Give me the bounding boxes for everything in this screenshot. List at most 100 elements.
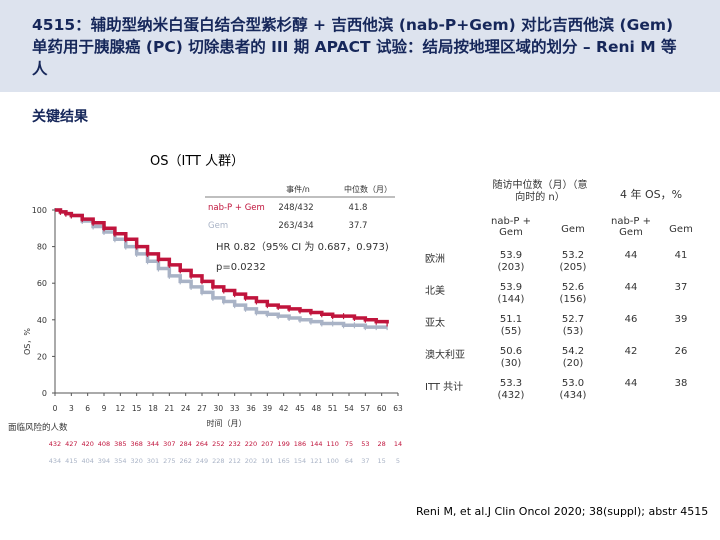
y-tick-label: 20 xyxy=(37,352,47,361)
os-nab: 44 xyxy=(624,378,638,389)
x-tick-label: 63 xyxy=(393,404,403,413)
x-tick-label: 33 xyxy=(230,404,240,413)
y-tick-label: 100 xyxy=(32,206,47,215)
y-axis-title: OS，% xyxy=(23,328,32,355)
legend-header-median: 中位数（月） xyxy=(344,184,392,194)
risk-count: 307 xyxy=(163,440,175,448)
risk-count: 320 xyxy=(130,457,142,465)
x-tick-label: 18 xyxy=(148,404,158,413)
risk-count: 75 xyxy=(345,440,353,448)
x-tick-label: 9 xyxy=(102,404,107,413)
y-tick-label: 60 xyxy=(37,279,47,288)
os-gem: 39 xyxy=(674,314,688,325)
section-label: 关键结果 xyxy=(32,109,88,125)
os-gem: 41 xyxy=(674,250,688,261)
median-nab: 53.3 (432) xyxy=(497,378,525,401)
risk-count: 37 xyxy=(361,457,369,465)
p-value-annotation: p=0.0232 xyxy=(216,262,266,273)
median-gem: 52.6 (156) xyxy=(559,282,587,305)
col-header-gem-median: Gem xyxy=(561,224,585,235)
risk-count: 284 xyxy=(179,440,191,448)
hr-annotation: HR 0.82（95% CI 为 0.687，0.973) xyxy=(216,241,389,253)
x-tick-label: 12 xyxy=(116,404,126,413)
risk-count: 432 xyxy=(49,440,61,448)
median-gem: 53.0 (434) xyxy=(559,378,587,401)
risk-count: 154 xyxy=(294,457,306,465)
legend-series-name: Gem xyxy=(208,221,228,231)
km-risk-table: 面临风险的人数 432 427 420 408 385 368 344 307 284 264 252… xyxy=(8,422,402,465)
x-tick-label: 60 xyxy=(377,404,387,413)
os-nab: 42 xyxy=(624,346,638,357)
risk-count: 228 xyxy=(212,457,224,465)
risk-count: 220 xyxy=(245,440,257,448)
slide-title: 4515：辅助型纳米白蛋白结合型紫杉醇 + 吉西他滨 (nab-P+Gem) 对… xyxy=(32,16,677,78)
x-tick-label: 30 xyxy=(214,404,224,413)
risk-count: 191 xyxy=(261,457,273,465)
legend-median: 41.8 xyxy=(349,203,368,213)
risk-count: 144 xyxy=(310,440,322,448)
os-nab: 44 xyxy=(624,282,638,293)
os-nab: 44 xyxy=(624,250,638,261)
risk-count: 232 xyxy=(228,440,240,448)
median-gem: 52.7 (53) xyxy=(561,314,585,337)
risk-count: 53 xyxy=(361,440,369,448)
x-tick-label: 3 xyxy=(69,404,74,413)
risk-count: 434 xyxy=(49,457,61,465)
risk-count: 100 xyxy=(326,457,338,465)
risk-count: 110 xyxy=(326,440,338,448)
col-header-nab-median: nab-P + Gem xyxy=(490,216,531,238)
risk-count: 14 xyxy=(394,440,402,448)
y-tick-label: 40 xyxy=(37,316,47,325)
legend-header-events: 事件/n xyxy=(286,184,310,194)
risk-count: 186 xyxy=(294,440,306,448)
y-tick-label: 0 xyxy=(42,389,47,398)
median-nab: 50.6 (30) xyxy=(499,346,523,369)
x-tick-label: 45 xyxy=(295,404,305,413)
header-banner: 4515：辅助型纳米白蛋白结合型紫杉醇 + 吉西他滨 (nab-P+Gem) 对… xyxy=(0,0,720,92)
risk-count: 275 xyxy=(163,457,175,465)
x-tick-label: 57 xyxy=(361,404,371,413)
risk-count: 252 xyxy=(212,440,224,448)
risk-count: 199 xyxy=(277,440,289,448)
risk-count: 354 xyxy=(114,457,126,465)
col-header-nab-os: nab-P + Gem xyxy=(610,216,651,238)
region-name: 北美 xyxy=(425,286,445,297)
region-header-median: 随访中位数（月）（意向时的 n） xyxy=(492,180,588,203)
median-nab: 53.9 (203) xyxy=(497,250,525,273)
legend-events: 263/434 xyxy=(278,221,313,231)
risk-count: 301 xyxy=(147,457,159,465)
risk-count: 427 xyxy=(65,440,77,448)
risk-count: 404 xyxy=(81,457,93,465)
legend-median: 37.7 xyxy=(349,221,368,231)
x-tick-label: 39 xyxy=(263,404,273,413)
km-series xyxy=(55,208,389,331)
risk-count: 165 xyxy=(277,457,289,465)
risk-count: 408 xyxy=(98,440,110,448)
risk-count: 28 xyxy=(378,440,386,448)
legend-events: 248/432 xyxy=(278,203,313,213)
risk-count: 368 xyxy=(130,440,142,448)
y-tick-label: 80 xyxy=(37,243,47,252)
region-name: 亚太 xyxy=(425,318,445,329)
risk-count: 202 xyxy=(245,457,257,465)
risk-count: 420 xyxy=(81,440,93,448)
x-tick-label: 54 xyxy=(344,404,354,413)
risk-count: 121 xyxy=(310,457,322,465)
x-axis-title: 时间（月） xyxy=(207,418,247,428)
os-gem: 38 xyxy=(674,378,688,389)
x-tick-label: 21 xyxy=(165,404,175,413)
legend-series-name: nab-P + Gem xyxy=(208,203,265,213)
x-tick-label: 48 xyxy=(312,404,322,413)
region-name: 欧洲 xyxy=(425,254,445,265)
risk-count: 415 xyxy=(65,457,77,465)
risk-count: 249 xyxy=(196,457,208,465)
region-header-os: 4 年 OS，% xyxy=(619,188,683,201)
x-tick-label: 6 xyxy=(85,404,90,413)
x-tick-label: 15 xyxy=(132,404,142,413)
x-tick-label: 51 xyxy=(328,404,338,413)
x-tick-label: 0 xyxy=(53,404,58,413)
risk-count: 394 xyxy=(98,457,110,465)
x-tick-label: 36 xyxy=(246,404,256,413)
col-header-gem-os: Gem xyxy=(669,224,693,235)
